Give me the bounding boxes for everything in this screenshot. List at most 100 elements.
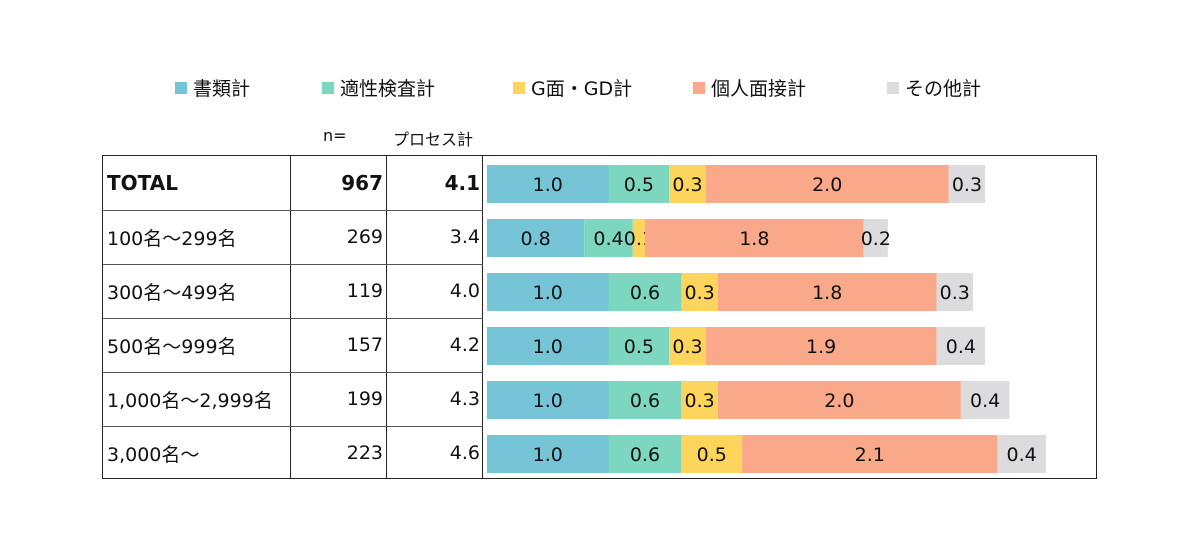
legend-swatch — [887, 81, 899, 94]
process-total-column-header: プロセス計 — [393, 130, 474, 149]
bar-data-label: 0.3 — [672, 174, 702, 196]
bar-segment — [584, 219, 633, 257]
row-label: 500名～999名 — [107, 335, 237, 358]
bar-data-label: 0.3 — [952, 174, 982, 196]
bar-data-label: 0.5 — [624, 174, 654, 196]
row-label: 100名～299名 — [107, 227, 237, 250]
row-divider — [103, 318, 483, 319]
bar-segment — [863, 219, 888, 257]
bar-segment — [608, 165, 670, 203]
bar-data-label: 0.6 — [630, 390, 660, 412]
row-divider — [103, 426, 483, 427]
bar-data-label: 0.4 — [946, 336, 976, 358]
column-divider — [386, 156, 387, 478]
bar-data-label: 0.5 — [624, 336, 654, 358]
bar-data-label: 1.0 — [533, 390, 563, 412]
bar-segment — [487, 165, 609, 203]
table-row: 3,000名～ 223 4.6 — [103, 426, 483, 480]
legend-item: その他計 — [887, 74, 981, 101]
row-n: 199 — [346, 388, 383, 410]
row-process-total: 4.6 — [449, 442, 480, 464]
bar-data-label: 1.0 — [533, 174, 563, 196]
bar-data-label: 0.3 — [685, 282, 715, 304]
bar-segment — [742, 435, 998, 473]
bar-segment — [705, 165, 949, 203]
row-label: 1,000名～2,999名 — [107, 389, 273, 412]
bar-data-label: 0.8 — [520, 228, 550, 250]
bar-data-label: 0.6 — [630, 444, 660, 466]
bar-data-label: 1.0 — [533, 336, 563, 358]
legend-item: 書類計 — [175, 74, 250, 101]
row-label: 300名～499名 — [107, 281, 237, 304]
legend-label: 個人面接計 — [711, 78, 807, 100]
row-process-total: 4.2 — [449, 334, 480, 356]
table-row: 500名～999名 157 4.2 — [103, 318, 483, 372]
legend-swatch — [513, 81, 525, 94]
bar-segment — [487, 273, 609, 311]
row-divider — [103, 372, 483, 373]
bar-segment — [960, 381, 1010, 419]
bar-segment — [936, 327, 986, 365]
row-divider — [103, 210, 483, 211]
legend-label: その他計 — [905, 78, 982, 100]
table-row: 300名～499名 119 4.0 — [103, 264, 483, 318]
bar-segment — [936, 273, 973, 311]
bar-data-label: 0.6 — [630, 282, 660, 304]
table-row: 100名～299名 269 3.4 — [103, 210, 483, 264]
bar-data-label: 2.0 — [812, 174, 842, 196]
row-divider — [103, 264, 483, 265]
legend-item: 個人面接計 — [693, 74, 806, 101]
bar-segment — [717, 381, 961, 419]
legend-label: G面・GD計 — [531, 78, 633, 100]
bar-segment — [644, 219, 864, 257]
row-n: 223 — [346, 442, 383, 464]
bar-segment — [608, 435, 682, 473]
bar-data-label: 0.5 — [697, 444, 727, 466]
chart-legend: 書類計 適性検査計 G面・GD計 個人面接計 その他計 — [0, 74, 1200, 100]
bar-segment — [487, 435, 609, 473]
bar-data-label: 1.0 — [533, 282, 563, 304]
bar-segment — [717, 273, 937, 311]
bar-segment — [487, 327, 609, 365]
legend-swatch — [175, 81, 187, 94]
row-n: 157 — [346, 334, 383, 356]
bar-data-label: 0.3 — [672, 336, 702, 358]
table-row: TOTAL 967 4.1 — [103, 156, 483, 210]
bar-data-label: 0.2 — [861, 228, 891, 250]
bar-data-label: 0.3 — [940, 282, 970, 304]
bar-data-label: 0.4 — [593, 228, 623, 250]
row-process-total: 4.0 — [449, 280, 480, 302]
legend-label: 適性検査計 — [340, 78, 436, 100]
bar-segment — [669, 165, 706, 203]
row-n: 967 — [341, 171, 383, 195]
bar-segment — [669, 327, 706, 365]
bar-segment — [948, 165, 986, 203]
bar-data-label: 1.0 — [533, 444, 563, 466]
row-label: 3,000名～ — [107, 443, 200, 466]
legend-label: 書類計 — [193, 78, 251, 100]
row-process-total: 3.4 — [449, 226, 480, 248]
bar-data-label: 0.4 — [1006, 444, 1036, 466]
legend-swatch — [693, 81, 705, 94]
bar-segment — [608, 381, 682, 419]
bar-segment — [705, 327, 937, 365]
bar-segment — [997, 435, 1046, 473]
bar-segment — [608, 327, 670, 365]
bar-data-label: 2.0 — [824, 390, 854, 412]
row-process-total: 4.1 — [444, 171, 480, 195]
bar-data-label: 1.8 — [812, 282, 842, 304]
column-divider — [290, 156, 291, 478]
row-process-total: 4.3 — [449, 388, 480, 410]
bar-segment — [608, 273, 682, 311]
bar-segment — [681, 435, 743, 473]
n-column-header: n= — [323, 126, 347, 145]
bar-data-label: 0.4 — [970, 390, 1000, 412]
bar-data-label: 1.9 — [806, 336, 836, 358]
row-n: 269 — [346, 226, 383, 248]
bar-segment — [632, 219, 645, 257]
bar-segment — [681, 381, 718, 419]
column-divider — [482, 156, 483, 478]
legend-swatch — [322, 81, 334, 94]
bar-data-label: 2.1 — [855, 444, 885, 466]
